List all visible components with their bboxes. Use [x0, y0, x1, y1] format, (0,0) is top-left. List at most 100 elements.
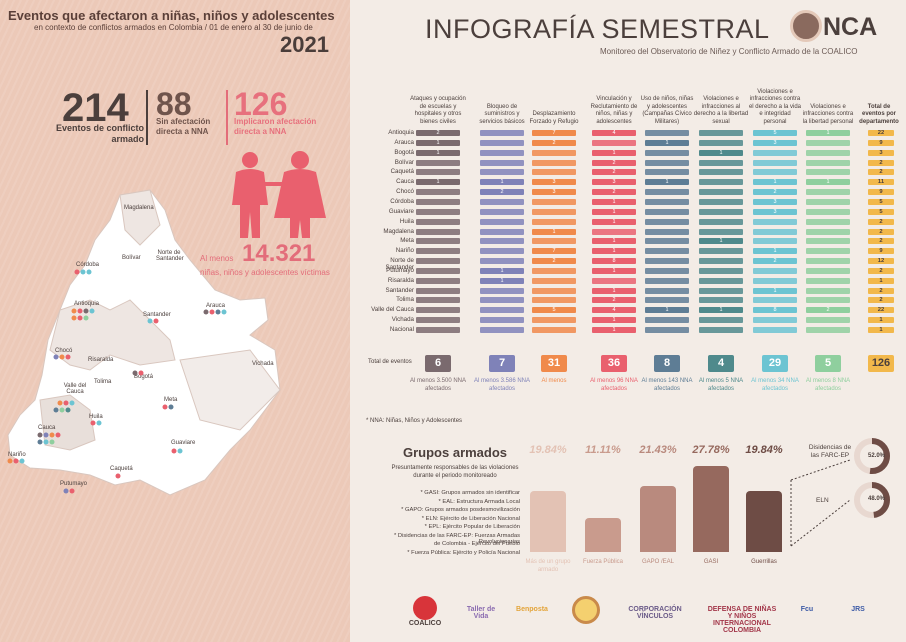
table-cell [645, 258, 689, 265]
map-label: Risaralda [88, 357, 114, 363]
group-pct: 27.78% [692, 444, 730, 456]
region-shape [119, 189, 161, 246]
table-cell [806, 258, 850, 265]
department-label: Arauca [394, 138, 414, 146]
group-pct: 21.43% [639, 444, 677, 456]
table-cell [645, 277, 689, 284]
map-label: Antioquia [74, 301, 100, 307]
groups-note: de Colombia - Ejército del Pueblo [433, 541, 520, 547]
table-cell [699, 297, 743, 304]
table-cell: 1 [645, 307, 689, 314]
table-cell [699, 208, 743, 215]
department-total: 2 [868, 297, 894, 304]
table-cell [480, 297, 524, 304]
table-cell [416, 317, 460, 324]
partner-logo: Benposta [516, 606, 548, 613]
left-subtitle: en contexto de conflictos armados en Col… [34, 23, 313, 32]
colombia-map [7, 189, 281, 496]
table-cell: 2 [753, 189, 797, 196]
nna-note: * NNA: Niñas, Niños y Adolescentes [366, 418, 463, 424]
table-cell [416, 277, 460, 284]
department-label: Cauca [396, 178, 414, 186]
stat-no-impact-label: Sin afectación directa a NNA [156, 117, 211, 136]
department-total: 2 [868, 169, 894, 176]
table-cell [416, 228, 460, 235]
table-cell [699, 198, 743, 205]
table-cell: 1 [592, 327, 636, 333]
department-label: Huila [399, 217, 414, 225]
table-cell [532, 238, 576, 245]
table-cell [753, 228, 797, 235]
department-total: 1 [868, 277, 894, 284]
column-header: Violaciones e infracciones al derecho a … [693, 96, 749, 125]
table-cell [806, 139, 850, 146]
table-cell [806, 277, 850, 284]
map-label: Tolima [94, 379, 112, 385]
table-cell [480, 169, 524, 176]
map-label: Bogotá [134, 374, 154, 380]
department-label: Nacional [389, 326, 414, 333]
table-cell: 2 [592, 169, 636, 176]
group-pct: 19.84% [745, 444, 783, 456]
group-label: GASI [703, 559, 719, 565]
event-dots [7, 269, 227, 494]
map-label: Huila [89, 414, 103, 420]
table-cell: 1 [480, 277, 524, 284]
kids-value: 14.321 [242, 240, 316, 267]
divider [226, 90, 228, 145]
department-label: Chocó [396, 188, 414, 196]
table-cell [416, 248, 460, 255]
department-total: 9 [868, 248, 894, 255]
table-cell: 8 [753, 307, 797, 314]
table-cell [699, 267, 743, 274]
department-total: 2 [868, 238, 894, 245]
total-box: 6 [425, 355, 451, 372]
table-cell [753, 169, 797, 176]
table-cell [532, 277, 576, 284]
table-cell [645, 149, 689, 156]
region-shape [179, 349, 281, 431]
table-cell [806, 248, 850, 255]
table-cell [806, 149, 850, 156]
table-cell: 2 [480, 189, 524, 196]
partner-logo [566, 596, 606, 624]
total-note: Al menos 96 NNA afectados [590, 378, 638, 392]
table-cell [753, 159, 797, 166]
total-box: 7 [489, 355, 515, 372]
table-cell [480, 317, 524, 324]
department-total: 2 [868, 287, 894, 294]
partner-logo: Fcu [800, 606, 814, 613]
department-total: 1 [868, 327, 894, 333]
department-label: Putumayo [386, 266, 414, 274]
table-cell [645, 159, 689, 166]
total-note: Al menos 8 NNA afectados [805, 378, 851, 392]
table-cell: 3 [592, 179, 636, 186]
table-cell: 3 [532, 179, 576, 186]
table-cell [416, 208, 460, 215]
map-label: Valle del Cauca [63, 383, 87, 395]
table-cell: 1 [592, 287, 636, 294]
map-label: Magdalena [124, 205, 154, 211]
table-cell [645, 228, 689, 235]
table-cell: 2 [532, 139, 576, 146]
table-cell [806, 198, 850, 205]
department-total: 9 [868, 139, 894, 146]
total-note: Al menos 5 NNA afectados [698, 378, 744, 392]
table-cell [416, 218, 460, 225]
map-label: Putumayo [60, 481, 88, 487]
table-cell: 1 [592, 248, 636, 255]
table-cell [806, 327, 850, 333]
nca-logo-icon [790, 10, 822, 42]
column-header: Vinculación y Reclutamiento de niños, ni… [590, 96, 638, 125]
eln-pct: 48.0% [868, 496, 886, 502]
table-cell: 1 [416, 179, 460, 186]
table-cell [753, 218, 797, 225]
table-cell: 3 [753, 198, 797, 205]
total-box: 36 [601, 355, 627, 372]
stat-events-value: 214 [62, 86, 129, 130]
table-cell: 2 [753, 258, 797, 265]
table-cell [806, 208, 850, 215]
map-label: Guaviare [171, 440, 196, 446]
group-label: Guerrillas [751, 559, 777, 565]
kids-prefix: Al menos [200, 254, 234, 263]
